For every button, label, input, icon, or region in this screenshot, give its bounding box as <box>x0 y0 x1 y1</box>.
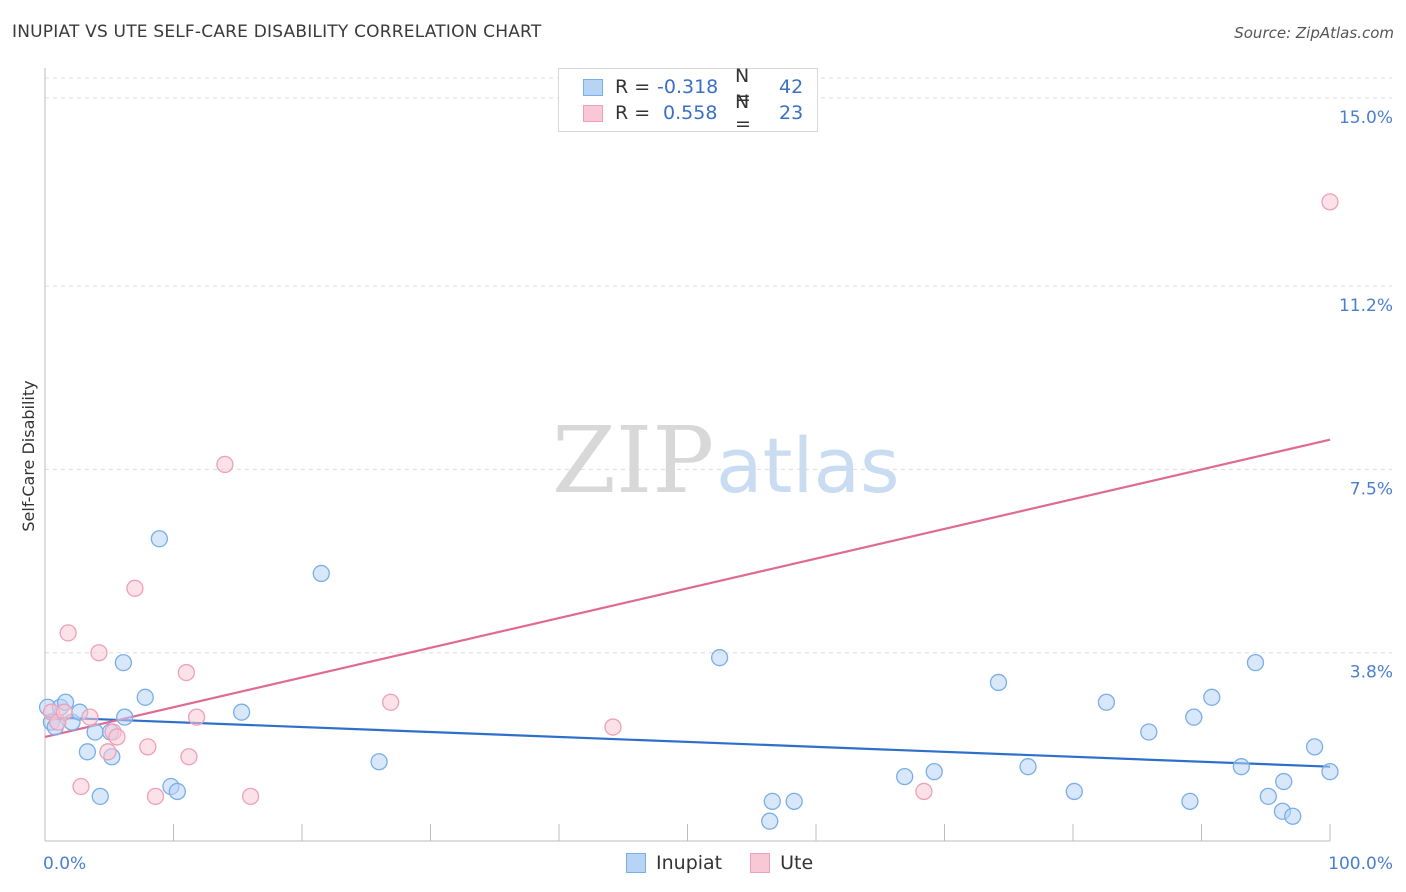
inupiat-point <box>763 792 781 811</box>
legend-row-ute: R = 0.558 N = 23 <box>583 91 804 135</box>
legend-item-inupiat: Inupiat <box>626 852 722 874</box>
ute-point <box>81 708 99 726</box>
y-axis-label: Self-Care Disability <box>19 380 38 531</box>
inupiat-point <box>232 703 251 721</box>
ute-point <box>915 782 933 801</box>
series-legend: Inupiat Ute <box>626 852 841 874</box>
inupiat-point <box>1203 688 1221 706</box>
y-tick-label: 3.8% <box>1350 663 1393 683</box>
inupiat-point <box>312 564 330 583</box>
x-tick-label: 100.0% <box>1328 854 1393 874</box>
ute-point <box>72 777 90 796</box>
watermark: ZIP atlas <box>552 407 900 514</box>
legend-row-inupiat: R = -0.318 N = 42 <box>583 65 804 109</box>
ute-point <box>55 703 73 721</box>
legend-item-ute: Ute <box>750 852 813 874</box>
inupiat-point <box>925 762 943 781</box>
inupiat-point <box>168 782 187 801</box>
tick-labels: 3.8% 7.5% 11.2% 15.0% 0.0% 100.0% <box>43 108 1393 874</box>
ute-point <box>180 748 198 766</box>
ute-point <box>1321 193 1339 211</box>
inupiat-point <box>78 743 97 761</box>
stats-legend: R = -0.318 N = 42 R = 0.558 N = 23 <box>558 65 818 135</box>
data-points <box>38 193 1339 830</box>
ute-point <box>604 718 622 736</box>
ute-point <box>146 787 165 806</box>
chart-title: INUPIAT VS UTE SELF-CARE DISABILITY CORR… <box>12 22 542 42</box>
gridlines <box>45 77 1392 654</box>
watermark-zip: ZIP <box>552 407 714 514</box>
legend-label-ute: Ute <box>780 852 814 874</box>
ute-point <box>187 708 206 726</box>
inupiat-point <box>370 753 388 771</box>
ute-trend-line <box>44 438 1331 739</box>
ute-swatch <box>583 104 603 122</box>
inupiat-point <box>1065 782 1083 801</box>
inupiat-swatch <box>626 853 646 873</box>
inupiat-point <box>896 767 914 786</box>
inupiat-point <box>1232 758 1250 776</box>
inupiat-point <box>136 688 154 706</box>
n-value: 42 <box>779 76 804 98</box>
r-label: R = <box>615 102 651 124</box>
n-label: N = <box>735 91 751 135</box>
inupiat-point <box>150 530 169 548</box>
inupiat-trend-line <box>44 716 1331 768</box>
ute-point <box>216 455 234 474</box>
inupiat-point <box>1284 807 1302 825</box>
ute-point <box>108 728 126 746</box>
x-tick-label: 0.0% <box>43 854 86 874</box>
inupiat-point <box>86 723 104 741</box>
r-value: 0.558 <box>657 102 718 124</box>
watermark-atlas: atlas <box>716 421 900 510</box>
n-label: N = <box>735 65 751 109</box>
y-tick-label: 15.0% <box>1339 108 1393 128</box>
legend-label-inupiat: Inupiat <box>656 852 723 874</box>
inupiat-point <box>1259 787 1277 806</box>
ute-point <box>139 738 157 756</box>
source-label: Source: ZipAtlas.com <box>1234 24 1394 42</box>
inupiat-point <box>761 812 779 830</box>
inupiat-point <box>91 787 109 806</box>
inupiat-point <box>1305 738 1324 756</box>
r-label: R = <box>615 76 651 98</box>
inupiat-point <box>1181 792 1199 811</box>
ute-point <box>90 644 108 662</box>
inupiat-point <box>785 792 803 811</box>
inupiat-point <box>1321 762 1339 781</box>
r-value: -0.318 <box>657 76 719 98</box>
n-value: 23 <box>779 102 804 124</box>
inupiat-point <box>1246 653 1265 672</box>
inupiat-point <box>1275 772 1293 791</box>
inupiat-point <box>710 649 729 667</box>
trend-lines <box>44 438 1331 768</box>
ute-point <box>126 579 144 597</box>
y-tick-label: 11.2% <box>1339 296 1393 316</box>
ute-point <box>382 693 400 711</box>
y-tick-label: 7.5% <box>1350 479 1393 499</box>
ute-swatch <box>750 853 771 873</box>
ute-point <box>241 787 260 806</box>
inupiat-point <box>1019 758 1037 776</box>
inupiat-point <box>114 653 133 672</box>
inupiat-point <box>1185 708 1203 726</box>
inupiat-point <box>989 673 1008 692</box>
ute-point <box>177 663 196 682</box>
inupiat-point <box>116 708 134 726</box>
inupiat-point <box>1140 723 1158 741</box>
inupiat-swatch <box>583 78 603 96</box>
ute-point <box>59 624 77 642</box>
inupiat-point <box>1097 693 1116 711</box>
ute-point <box>99 743 117 761</box>
